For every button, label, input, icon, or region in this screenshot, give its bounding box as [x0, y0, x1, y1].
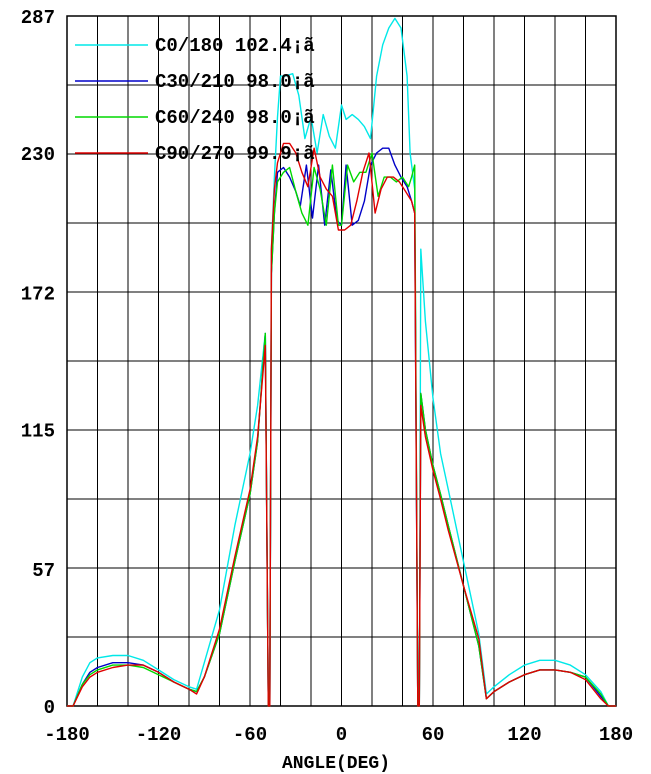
grid — [66, 15, 617, 707]
tick-labels: -180 -120 -60 0 60 120 180 0 57 115 172 230 287 — [21, 7, 633, 746]
legend-label-1: C0/180 102.4¡ã — [155, 35, 315, 57]
plot-frame — [66, 15, 617, 707]
x-tick-label: 60 — [422, 724, 445, 746]
x-axis-label: ANGLE(DEG) — [282, 754, 390, 774]
series-line-1 — [67, 17, 616, 707]
x-tick-label: -60 — [233, 724, 267, 746]
series-line-4 — [67, 142, 616, 707]
x-tick-label: -120 — [136, 724, 182, 746]
y-tick-label: 57 — [32, 560, 55, 582]
x-tick-label: 0 — [336, 724, 347, 746]
y-tick-label: 0 — [44, 697, 55, 719]
legend-label-4: C90/270 99.9¡ã — [155, 143, 315, 165]
x-tick-label: 180 — [599, 724, 633, 746]
y-tick-label: 230 — [21, 144, 55, 166]
y-tick-label: 287 — [21, 7, 55, 29]
x-tick-label: 120 — [507, 724, 541, 746]
y-tick-label: 115 — [21, 421, 55, 443]
legend: C0/180 102.4¡ã C30/210 98.0¡ã C60/240 98.0… — [75, 35, 315, 165]
x-tick-label: -180 — [44, 724, 90, 746]
series-line-3 — [67, 152, 616, 707]
plot-area — [67, 17, 616, 707]
legend-label-2: C30/210 98.0¡ã — [155, 71, 315, 93]
legend-label-3: C60/240 98.0¡ã — [155, 107, 315, 129]
y-tick-label: 172 — [21, 283, 55, 305]
